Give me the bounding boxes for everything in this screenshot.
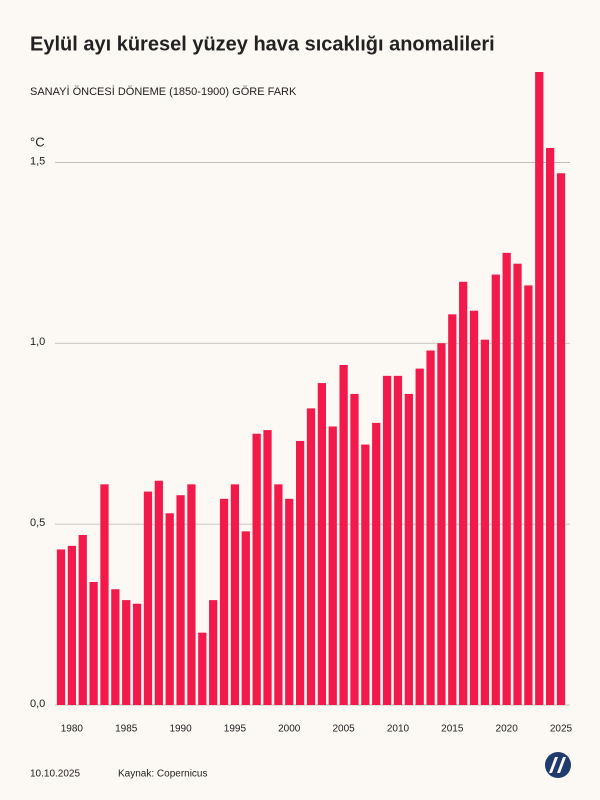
bar xyxy=(111,589,120,705)
bar xyxy=(546,147,555,705)
bar xyxy=(209,600,218,705)
x-tick-label: 2005 xyxy=(332,724,355,735)
bar xyxy=(372,422,381,705)
y-tick-label: 1,5 xyxy=(30,155,45,167)
y-tick-label: 0,0 xyxy=(30,698,45,710)
bar xyxy=(469,310,479,705)
bar xyxy=(252,433,261,705)
y-axis-label: °C xyxy=(30,134,45,149)
bar xyxy=(491,274,500,705)
bar xyxy=(328,426,337,705)
logo xyxy=(545,752,571,778)
bar xyxy=(448,314,457,705)
bar xyxy=(219,498,229,705)
bar xyxy=(132,603,142,705)
bar xyxy=(350,393,359,705)
chart-title: Eylül ayı küresel yüzey hava sıcaklığı a… xyxy=(30,33,495,55)
bar xyxy=(187,484,196,705)
bar xyxy=(89,582,98,705)
x-tick-label: 2025 xyxy=(550,724,573,735)
bar xyxy=(535,72,544,705)
x-tick-label: 1985 xyxy=(115,724,138,735)
bar xyxy=(274,484,283,705)
bar xyxy=(480,339,490,705)
bar xyxy=(67,545,76,705)
bar xyxy=(361,444,370,705)
bar xyxy=(176,495,185,705)
bar xyxy=(122,600,131,705)
bar xyxy=(154,480,163,705)
bar xyxy=(556,173,566,705)
x-tick-label: 1980 xyxy=(61,724,84,735)
bar xyxy=(317,383,326,705)
bar xyxy=(426,350,435,705)
bar xyxy=(524,285,533,705)
y-tick-label: 0,5 xyxy=(30,517,45,529)
bar xyxy=(100,484,109,705)
x-tick-label: 2015 xyxy=(441,724,464,735)
bar xyxy=(285,498,294,705)
bar xyxy=(459,281,468,705)
bar xyxy=(382,375,392,705)
bar xyxy=(306,408,316,705)
subtitle: SANAYİ ÖNCESİ DÖNEME (1850-1900) GÖRE FA… xyxy=(30,85,297,98)
bar xyxy=(56,549,66,705)
bar xyxy=(296,440,305,705)
bar xyxy=(502,252,511,705)
x-tick-label: 1990 xyxy=(169,724,192,735)
bar xyxy=(198,632,207,705)
bar xyxy=(404,393,413,705)
bar xyxy=(78,534,87,705)
x-tick-label: 1995 xyxy=(224,724,247,735)
bar xyxy=(143,491,153,705)
bar xyxy=(437,343,446,705)
bar xyxy=(241,531,250,705)
x-tick-label: 2020 xyxy=(496,724,519,735)
bar xyxy=(165,513,174,705)
footer-source: Kaynak: Copernicus xyxy=(118,769,208,780)
bar xyxy=(339,364,348,705)
x-tick-label: 2000 xyxy=(278,724,301,735)
footer-date: 10.10.2025 xyxy=(30,769,80,780)
bar xyxy=(263,430,272,705)
bar xyxy=(393,375,403,705)
bar xyxy=(513,263,522,705)
x-tick-label: 2010 xyxy=(387,724,410,735)
bar xyxy=(415,368,424,705)
bar xyxy=(230,484,240,705)
y-tick-label: 1,0 xyxy=(30,336,45,348)
